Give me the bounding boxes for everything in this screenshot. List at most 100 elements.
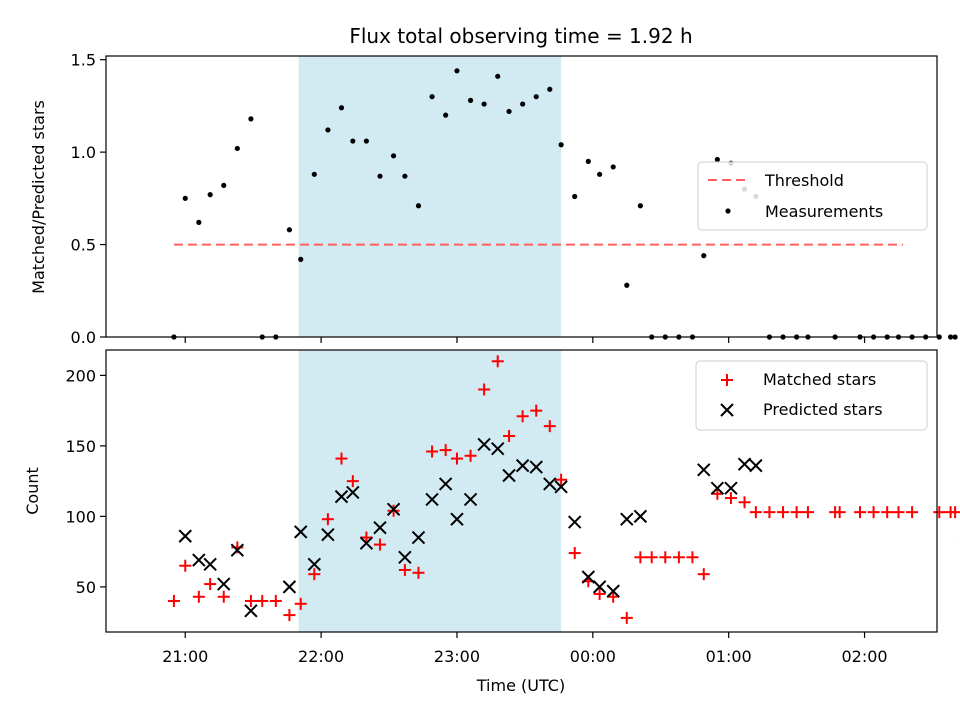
predicted-star-point — [543, 477, 557, 491]
measurement-point — [377, 173, 383, 179]
measurement-point — [350, 138, 356, 144]
matched-star-point — [892, 506, 905, 519]
predicted-star-point — [203, 557, 217, 572]
matched-star-point — [478, 383, 491, 396]
x-tick-label: 00:00 — [570, 647, 616, 666]
matched-star-point — [854, 506, 867, 519]
predicted-star-stroke — [724, 481, 738, 495]
matched-star-point — [738, 496, 751, 509]
measurements-legend-label: Measurements — [765, 202, 883, 221]
matched-star-point — [763, 506, 776, 519]
matched-star-point — [283, 609, 296, 622]
measurement-point — [572, 193, 578, 200]
predicted-star-point — [438, 477, 453, 491]
measurement-point — [533, 94, 539, 100]
predicted-star-stroke — [438, 477, 453, 491]
predicted-star-stroke — [411, 530, 426, 545]
bottom-y-axis-label: Count — [23, 467, 42, 515]
measurement-point — [207, 192, 213, 198]
predicted-star-stroke — [529, 460, 543, 474]
predicted-star-point — [749, 458, 763, 473]
x-tick-label: 01:00 — [706, 647, 752, 666]
matched-star-point — [833, 506, 846, 519]
y-tick-label: 150 — [65, 437, 96, 456]
measurement-point — [325, 127, 331, 133]
measurement-point — [936, 334, 942, 340]
matched-star-point — [398, 563, 411, 576]
predicted-star-point — [463, 492, 478, 507]
measurement-point — [637, 203, 643, 209]
y-tick-label: 1.5 — [71, 51, 96, 70]
matched-star-point — [593, 587, 606, 600]
predicted-star-stroke — [554, 480, 568, 494]
predicted-star-point — [386, 502, 401, 517]
predicted-star-point — [244, 604, 258, 618]
observing-window-band — [298, 56, 562, 337]
matched-star-point — [801, 506, 814, 519]
measurement-point — [947, 334, 954, 340]
y-tick-label: 200 — [65, 366, 96, 385]
predicted-star-point — [334, 489, 349, 504]
top-legend: Threshold Measurements — [697, 161, 928, 231]
predicted-star-stroke — [633, 509, 648, 524]
predicted-star-stroke — [515, 458, 530, 473]
measurement-point — [390, 153, 397, 159]
matched-star-point — [192, 590, 205, 603]
measurement-point — [454, 68, 460, 74]
predicted-star-stroke — [737, 457, 752, 471]
matched-star-point — [179, 559, 192, 572]
matched-star-point — [308, 568, 321, 581]
matched-star-point — [516, 410, 529, 423]
measurement-point — [415, 203, 422, 209]
matched-star-point — [204, 578, 217, 591]
predicted-star-point — [568, 515, 582, 529]
measurement-point — [182, 195, 188, 201]
matched-star-point — [867, 506, 880, 519]
predicted-star-point — [294, 525, 308, 539]
y-tick-label: 1.0 — [71, 143, 96, 162]
predicted-star-point — [620, 512, 634, 526]
matched-legend-label: Matched stars — [763, 370, 876, 389]
measurement-point — [495, 73, 501, 79]
matched-star-point — [346, 475, 359, 488]
measurement-point — [234, 145, 240, 152]
measurement-point — [952, 334, 958, 340]
predicted-star-stroke — [592, 580, 607, 594]
matched-star-point — [620, 611, 633, 624]
predicted-star-point — [633, 509, 648, 524]
predicted-star-stroke — [307, 557, 322, 572]
predicted-star-point — [724, 481, 738, 495]
predicted-star-stroke — [178, 529, 192, 543]
matched-star-point — [906, 506, 919, 519]
predicted-star-stroke — [749, 458, 763, 473]
bottom-x-axis: 21:00 22:00 23:00 00:00 01:00 02:00 — [162, 632, 888, 666]
matched-star-point — [530, 404, 543, 417]
matched-star-point — [217, 590, 230, 603]
predicted-star-point — [697, 463, 711, 477]
matched-star-point — [335, 452, 348, 465]
predicted-star-stroke — [294, 525, 308, 539]
top-legend-box — [697, 161, 928, 231]
predicted-star-stroke — [244, 604, 258, 618]
matched-star-point — [607, 590, 620, 603]
matched-star-point — [491, 355, 504, 368]
observing-window-bottom — [298, 350, 562, 632]
measurement-point — [311, 171, 317, 177]
matched-star-point — [167, 594, 180, 607]
predicted-star-point — [606, 584, 620, 598]
predicted-star-stroke — [463, 492, 478, 507]
predicted-legend-swatch — [720, 403, 734, 417]
measurement-point — [506, 108, 512, 115]
bottom-y-axis: 50 100 150 200 — [65, 366, 106, 597]
predicted-star-point — [307, 557, 322, 572]
predicted-star-point — [192, 553, 206, 567]
predicted-star-point — [411, 530, 426, 545]
matched-star-point — [373, 538, 386, 551]
matched-star-point — [645, 551, 658, 564]
matched-star-point — [555, 473, 568, 486]
matched-star-point — [321, 513, 334, 526]
predicted-star-stroke — [710, 481, 725, 495]
threshold-legend-label: Threshold — [764, 171, 844, 190]
predicted-star-point — [178, 529, 192, 543]
matched-star-point — [543, 420, 556, 433]
